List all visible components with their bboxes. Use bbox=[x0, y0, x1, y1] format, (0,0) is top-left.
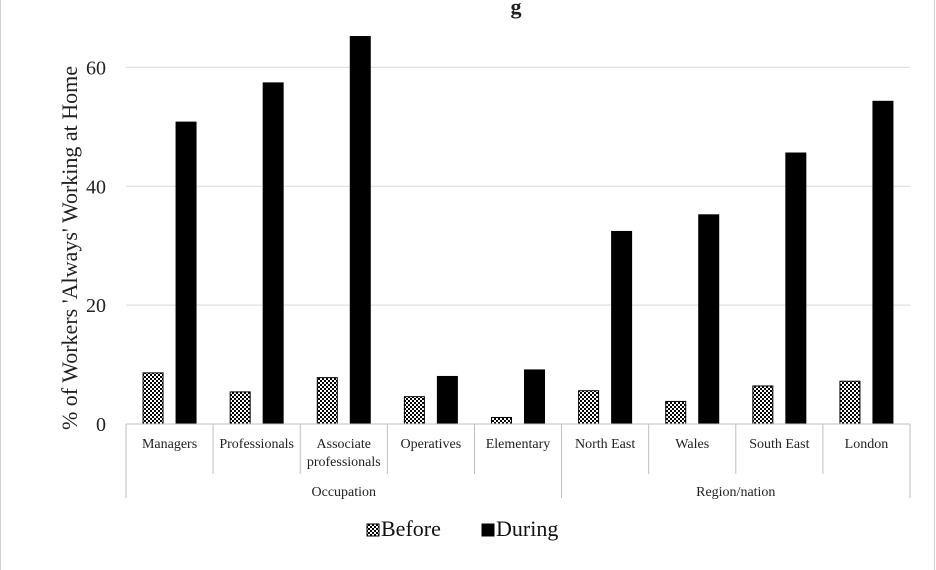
bar-before-3 bbox=[403, 396, 425, 425]
bar-during-0 bbox=[175, 121, 197, 425]
chart-title: g bbox=[511, 0, 522, 19]
bar-before-8 bbox=[839, 380, 861, 425]
y-tick-label-0: 0 bbox=[96, 414, 106, 436]
bar-before-7 bbox=[752, 385, 774, 425]
bar-during-2 bbox=[349, 36, 371, 425]
category-label-2: Associate professionals bbox=[307, 437, 381, 470]
legend-swatch-1 bbox=[481, 523, 495, 537]
category-label-3: Operatives bbox=[401, 437, 462, 452]
bar-before-4 bbox=[491, 416, 512, 425]
legend-label-1: During bbox=[496, 516, 558, 541]
category-label-8: London bbox=[845, 437, 889, 452]
y-tick-label-60: 60 bbox=[86, 57, 106, 79]
bar-before-5 bbox=[578, 390, 600, 425]
frame-edge-left bbox=[0, 0, 1, 570]
category-label-4: Elementary bbox=[486, 437, 551, 452]
axes: 0 20 40 60 Managers Professionals Associate pro… bbox=[86, 57, 911, 500]
category-label-7: South East bbox=[749, 437, 809, 452]
bar-during-5 bbox=[611, 230, 633, 425]
category-label-1: Professionals bbox=[219, 437, 294, 452]
y-tick-label-20: 20 bbox=[86, 295, 106, 317]
bar-during-4 bbox=[524, 369, 545, 425]
bar-before-0 bbox=[142, 372, 164, 425]
legend-swatch-0 bbox=[366, 523, 380, 537]
bar-before-2 bbox=[316, 377, 338, 425]
group-label-0: Occupation bbox=[312, 485, 377, 500]
y-tick-label-40: 40 bbox=[86, 176, 106, 198]
group-label-1: Region/nation bbox=[696, 485, 775, 500]
gridlines bbox=[126, 66, 910, 306]
bar-before-6 bbox=[665, 400, 687, 425]
bar-during-6 bbox=[698, 214, 720, 425]
y-axis-label: % of Workers 'Always' Working at Home bbox=[57, 66, 82, 430]
legend: Before During bbox=[366, 516, 558, 541]
category-label-0: Managers bbox=[142, 437, 197, 452]
bar-during-1 bbox=[262, 82, 284, 425]
frame-edge-right bbox=[934, 0, 935, 570]
legend-label-0: Before bbox=[381, 516, 441, 541]
category-label-5: North East bbox=[575, 437, 635, 452]
category-label-6: Wales bbox=[675, 437, 709, 452]
bar-during-8 bbox=[872, 100, 894, 425]
bars bbox=[142, 36, 894, 425]
bar-before-1 bbox=[229, 391, 251, 425]
bar-during-7 bbox=[785, 152, 807, 425]
bar-during-3 bbox=[436, 375, 458, 425]
